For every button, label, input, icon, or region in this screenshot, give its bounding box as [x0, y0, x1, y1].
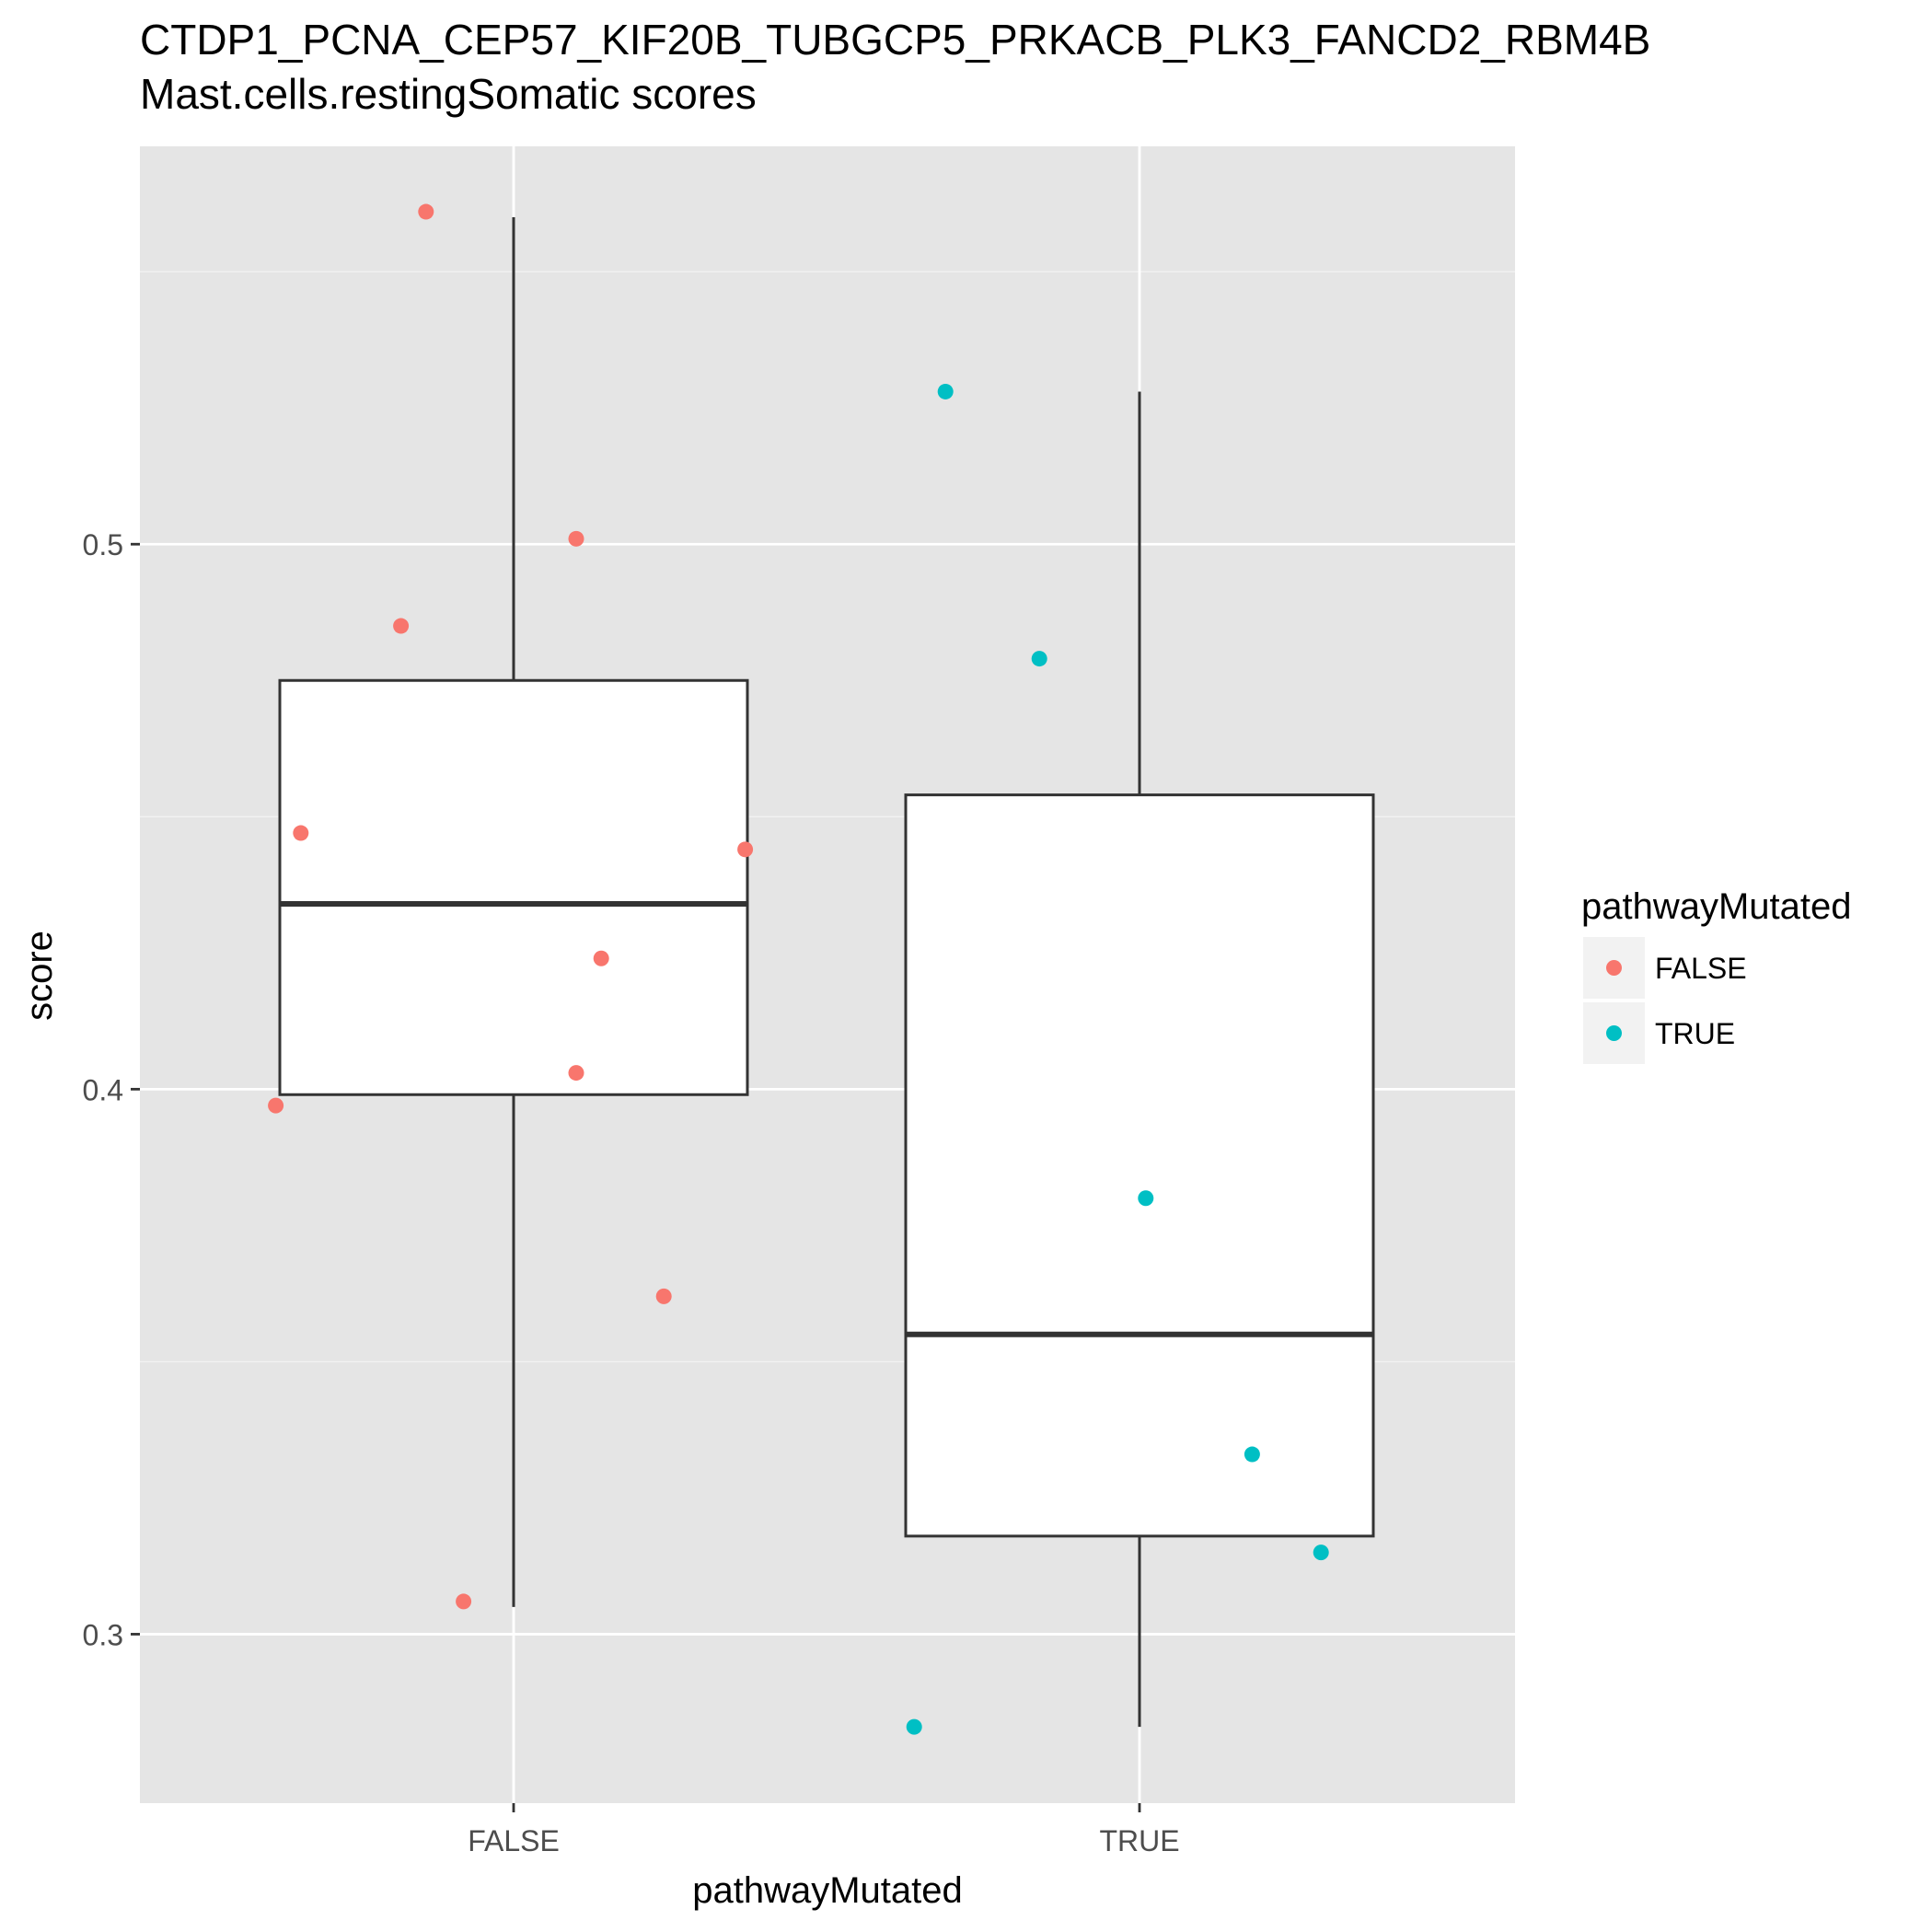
- y-axis: 0.3 0.4 0.5: [83, 528, 140, 1651]
- data-points: [268, 203, 1329, 1735]
- data-point: [293, 825, 309, 841]
- chart-subtitle: Mast.cells.restingSomatic scores: [140, 70, 757, 118]
- legend: pathwayMutated FALSE TRUE: [1581, 886, 1852, 1064]
- data-point: [1031, 651, 1047, 667]
- x-axis: FALSE TRUE: [468, 1803, 1180, 1857]
- y-tick-label: 0.3: [83, 1618, 123, 1651]
- data-point: [737, 841, 754, 858]
- data-point: [418, 203, 434, 220]
- data-point: [568, 530, 584, 547]
- legend-title: pathwayMutated: [1581, 886, 1852, 927]
- data-point: [1244, 1446, 1260, 1463]
- x-axis-title: pathwayMutated: [692, 1870, 963, 1911]
- data-point: [456, 1593, 472, 1610]
- legend-label: FALSE: [1655, 952, 1747, 985]
- box: [278, 678, 749, 1096]
- y-tick-label: 0.5: [83, 528, 123, 561]
- chart-title: CTDP1_PCNA_CEP57_KIF20B_TUBGCP5_PRKACB_P…: [140, 16, 1650, 64]
- y-tick-label: 0.4: [83, 1073, 123, 1106]
- data-point: [593, 950, 609, 966]
- data-point: [1138, 1190, 1154, 1207]
- data-point: [568, 1065, 584, 1082]
- data-point: [1313, 1544, 1329, 1561]
- x-tick-label: TRUE: [1099, 1824, 1179, 1857]
- legend-swatch: [1606, 960, 1622, 976]
- box: [904, 793, 1375, 1538]
- boxplots: [278, 216, 1375, 1728]
- data-point: [268, 1097, 284, 1114]
- data-point: [937, 383, 954, 399]
- y-axis-title: score: [19, 931, 60, 1021]
- legend-swatch: [1606, 1025, 1622, 1041]
- data-point: [655, 1288, 672, 1304]
- legend-label: TRUE: [1655, 1017, 1735, 1050]
- data-point: [906, 1718, 922, 1735]
- x-tick-label: FALSE: [468, 1824, 560, 1857]
- data-point: [393, 618, 410, 634]
